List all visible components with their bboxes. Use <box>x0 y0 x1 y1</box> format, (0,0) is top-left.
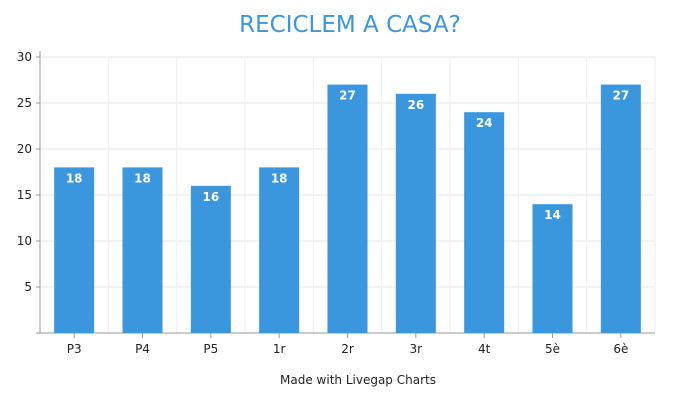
bar <box>190 185 231 333</box>
bar-value-label: 18 <box>66 171 83 185</box>
bars <box>54 84 641 333</box>
bar-value-label: 27 <box>339 89 356 103</box>
x-tick-label: P4 <box>135 342 150 356</box>
bar-value-label: 27 <box>612 89 629 103</box>
bar-value-label: 18 <box>271 171 288 185</box>
x-tick-label: P3 <box>67 342 82 356</box>
x-tick-label: 3r <box>410 342 423 356</box>
y-tick-label: 20 <box>17 142 32 156</box>
bar <box>464 112 505 333</box>
bar-value-label: 16 <box>202 190 219 204</box>
bar-value-label: 26 <box>407 98 424 112</box>
tick-labels: 5 10 15 20 25 30 18 P3 18 P4 16 P5 18 1r 27 2r 26 3r 24 4t 1… <box>17 50 629 356</box>
x-tick-label: 1r <box>273 342 286 356</box>
bar-value-label: 18 <box>134 171 151 185</box>
bar <box>259 167 300 333</box>
bar <box>395 93 436 333</box>
x-tick-label: P5 <box>203 342 218 356</box>
y-tick-label: 25 <box>17 96 32 110</box>
x-tick-label: 2r <box>341 342 354 356</box>
x-tick-label: 4t <box>478 342 491 356</box>
y-tick-label: 15 <box>17 188 32 202</box>
bar-value-label: 24 <box>476 116 493 130</box>
credit-text: Made with Livegap Charts <box>280 373 436 387</box>
bar <box>532 204 573 333</box>
bar <box>54 167 95 333</box>
bar <box>600 84 641 333</box>
chart-title: RECICLEM A CASA? <box>239 12 461 38</box>
y-tick-label: 5 <box>24 280 32 294</box>
bar-value-label: 14 <box>544 208 561 222</box>
x-tick-label: 5è <box>545 342 560 356</box>
y-tick-label: 30 <box>17 50 32 64</box>
x-tick-label: 6è <box>613 342 628 356</box>
bar <box>122 167 163 333</box>
bar <box>327 84 368 333</box>
y-tick-label: 10 <box>17 234 32 248</box>
